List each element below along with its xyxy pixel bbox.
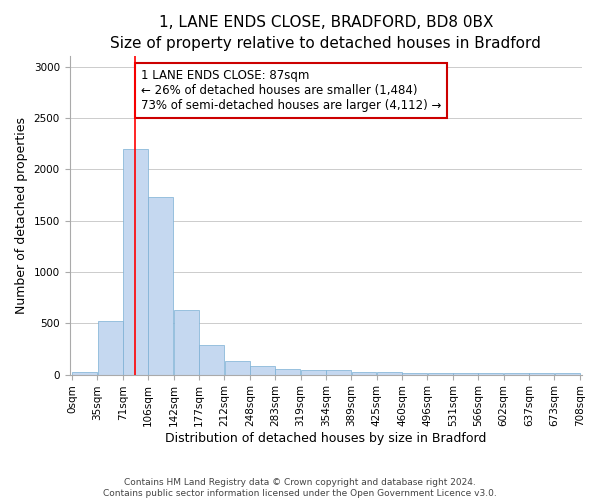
Bar [98,321,122,374]
Bar [148,197,173,374]
Title: 1, LANE ENDS CLOSE, BRADFORD, BD8 0BX
Size of property relative to detached hous: 1, LANE ENDS CLOSE, BRADFORD, BD8 0BX Si… [110,15,541,51]
Bar [403,372,427,374]
Bar [73,372,97,374]
Bar [529,372,554,374]
Text: Contains HM Land Registry data © Crown copyright and database right 2024.
Contai: Contains HM Land Registry data © Crown c… [103,478,497,498]
Bar [224,362,250,374]
Bar [554,373,580,374]
X-axis label: Distribution of detached houses by size in Bradford: Distribution of detached houses by size … [165,432,487,445]
Bar [352,372,376,374]
Bar [377,372,402,374]
Bar [250,366,275,374]
Bar [275,370,300,374]
Bar [428,372,452,374]
Bar [326,370,351,374]
Text: 1 LANE ENDS CLOSE: 87sqm
← 26% of detached houses are smaller (1,484)
73% of sem: 1 LANE ENDS CLOSE: 87sqm ← 26% of detach… [141,68,442,112]
Bar [199,345,224,374]
Y-axis label: Number of detached properties: Number of detached properties [15,117,28,314]
Bar [174,310,199,374]
Bar [478,372,503,374]
Bar [504,372,529,374]
Bar [123,148,148,374]
Bar [453,372,478,374]
Bar [301,370,326,374]
